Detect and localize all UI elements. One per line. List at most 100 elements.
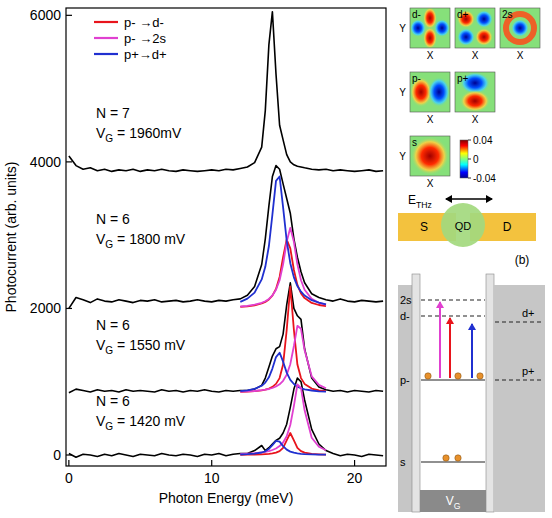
orbital-map <box>500 8 540 48</box>
text-part: = 1420 mV <box>113 413 186 429</box>
orbital-ground <box>455 8 495 48</box>
right-barrier <box>486 274 494 512</box>
axis-letter: X <box>427 50 434 61</box>
legend-label: p- →d- <box>124 15 164 30</box>
spectrum-line <box>240 287 326 392</box>
text-part: G <box>105 239 113 250</box>
axis-letter: Y <box>399 151 406 162</box>
orbital-lobe <box>475 28 493 46</box>
orbital-frame <box>455 72 495 112</box>
field-label: ETHz <box>408 193 432 210</box>
colorbar-label: 0.04 <box>473 135 493 146</box>
x-tick <box>354 460 355 466</box>
electron <box>455 455 461 461</box>
trace-label: N = 6 <box>96 211 130 227</box>
text-part: = 1800 mV <box>113 231 186 247</box>
orbital-ground <box>500 8 540 48</box>
axis-letter: Y <box>399 87 406 98</box>
panel-label: (b) <box>515 253 530 267</box>
electron <box>477 373 483 379</box>
axis-letter: X <box>472 50 479 61</box>
plot-frame <box>66 8 386 466</box>
orbital-lobe <box>411 137 449 175</box>
electron <box>455 373 461 379</box>
device-label: QD <box>455 220 472 232</box>
y-tick <box>66 15 72 16</box>
orbital-label: p+ <box>457 73 469 84</box>
transition-arrow <box>449 318 451 378</box>
transition-arrow <box>439 302 441 378</box>
gate <box>420 490 486 512</box>
y-tick-label: 2000 <box>30 300 61 316</box>
axis-letter: X <box>517 50 524 61</box>
orbital-lobe <box>457 28 475 46</box>
colorbar <box>460 140 468 178</box>
figure: 010200200040006000Photon Energy (meV)Pho… <box>0 0 552 518</box>
y-tick-label: 0 <box>53 447 61 463</box>
trace-label: N = 7 <box>96 105 130 121</box>
orbital-map <box>410 8 450 48</box>
orbital-frame <box>410 8 450 48</box>
field-arrow <box>446 198 492 200</box>
level-label: p+ <box>522 365 535 377</box>
gate-label: VG <box>446 494 461 511</box>
text-part: G <box>105 421 113 432</box>
energy-level <box>421 299 485 300</box>
orbital-lobe <box>457 10 475 28</box>
legend-swatch <box>94 53 118 55</box>
text-part: = 1550 mV <box>113 337 186 353</box>
spectrum-line <box>240 441 326 455</box>
x-axis-title: Photon Energy (meV) <box>159 490 294 506</box>
y-tick-label: 4000 <box>30 154 61 170</box>
left-lead <box>398 285 412 512</box>
orbital-label: p- <box>412 73 421 84</box>
axis-letter: Y <box>399 23 406 34</box>
electron <box>443 455 449 461</box>
x-tick <box>211 460 212 466</box>
lead-level <box>495 379 543 380</box>
level-label: d- <box>400 310 410 322</box>
trace-label: N = 6 <box>96 393 130 409</box>
level-label: s <box>400 456 406 468</box>
x-tick-label: 0 <box>65 470 73 486</box>
orbital-ground <box>410 8 450 48</box>
orbital-frame <box>410 72 450 112</box>
orbital-frame <box>500 8 540 48</box>
orbital-lobe <box>434 19 450 37</box>
colorbar-tick <box>468 140 471 141</box>
level-label: 2s <box>400 294 412 306</box>
spectrum-line <box>240 177 326 305</box>
trace-label: N = 6 <box>96 317 130 333</box>
orbital-lobe <box>511 19 529 37</box>
trace-label: VG = 1550 mV <box>96 337 186 356</box>
x-tick <box>68 460 69 466</box>
series-group <box>69 12 383 458</box>
colorbar-tick <box>468 178 471 179</box>
orbital-lobe <box>428 77 450 107</box>
orbital-lobe <box>460 90 490 112</box>
axis-letter: X <box>427 114 434 125</box>
orbital-label: 2s <box>502 9 513 20</box>
orbital-frame <box>455 8 495 48</box>
text-part: G <box>105 345 113 356</box>
quantum-dot <box>441 203 485 247</box>
orbital-ground <box>410 72 450 112</box>
orbital-map <box>410 136 450 176</box>
orbital-ground <box>410 136 450 176</box>
right-lead <box>494 285 545 512</box>
orbital-frame <box>410 136 450 176</box>
orbital-map <box>455 8 495 48</box>
text-part: G <box>105 133 113 144</box>
legend-label: p- →2s <box>124 31 166 46</box>
electron <box>425 373 431 379</box>
legend-label: p+→d+ <box>124 47 167 62</box>
spectrum-line <box>240 240 326 307</box>
text-part: = 1960mV <box>113 125 182 141</box>
orbital-label: s <box>412 137 417 148</box>
y-tick <box>66 161 72 162</box>
text-part: G <box>454 501 461 511</box>
left-barrier <box>412 274 420 512</box>
text-part: THz <box>416 200 432 210</box>
y-tick <box>66 454 72 455</box>
axis-letter: X <box>427 178 434 189</box>
